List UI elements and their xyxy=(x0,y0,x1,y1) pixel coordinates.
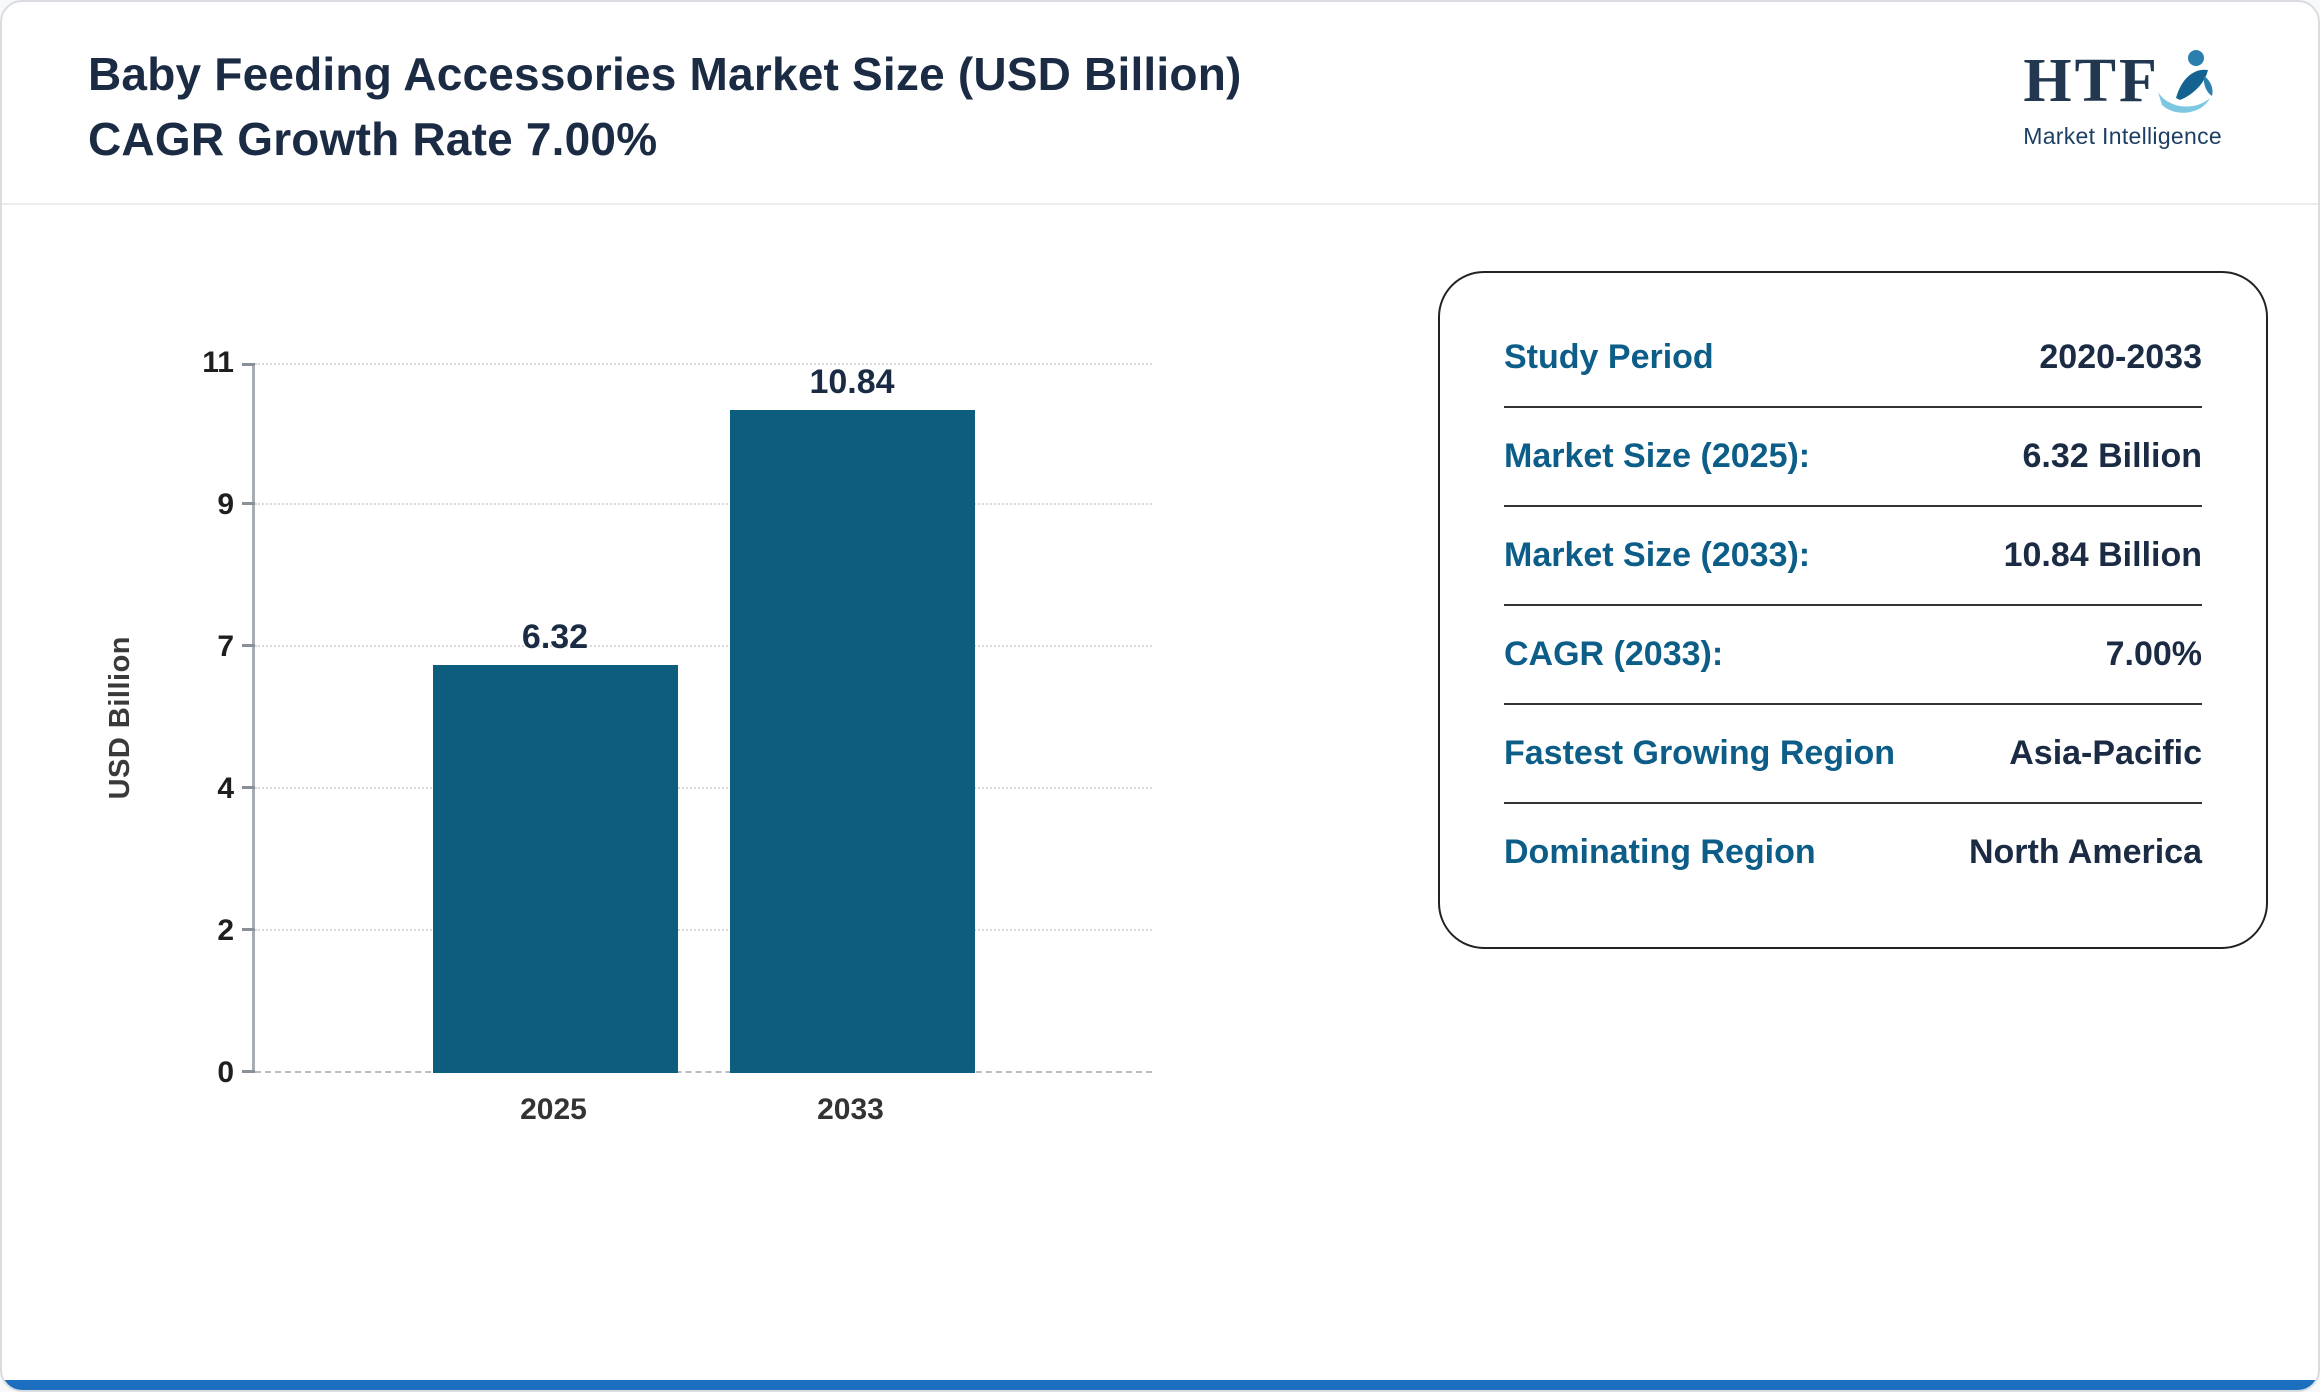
info-value: 7.00% xyxy=(2105,634,2202,673)
x-axis-labels: 2025 2033 xyxy=(252,1093,1152,1127)
gridline xyxy=(255,786,1152,789)
logo-swoosh-icon xyxy=(2148,42,2222,121)
y-axis-tickmark xyxy=(242,1069,255,1073)
info-value: 10.84 Billion xyxy=(2003,535,2202,574)
info-label: Market Size (2025): xyxy=(1504,436,1811,475)
y-axis-label: USD Billion xyxy=(103,635,136,800)
y-axis-tickmark xyxy=(242,362,255,366)
y-axis-tickmark xyxy=(242,643,255,647)
htf-logo-mark: HTF xyxy=(2023,50,2222,121)
gridline xyxy=(255,644,1152,647)
info-row-market-size-2033: Market Size (2033): 10.84 Billion xyxy=(1504,507,2202,606)
y-axis-label-column: USD Billion xyxy=(88,363,152,1073)
bar-data-label: 10.84 xyxy=(809,362,895,401)
info-label: Study Period xyxy=(1504,337,1714,376)
plot-area: 6.32 10.84 xyxy=(242,362,1152,1073)
gridline xyxy=(255,362,1152,365)
info-value: 2020-2033 xyxy=(2039,337,2202,376)
footer-accent-bar xyxy=(2,1380,2318,1390)
htf-logo-tagline: Market Intelligence xyxy=(2023,123,2222,149)
info-label: Dominating Region xyxy=(1504,832,1816,871)
y-tick-label: 9 xyxy=(217,487,234,521)
y-tick-label: 7 xyxy=(217,629,234,663)
y-axis-ticks: 0 2 4 7 9 11 xyxy=(152,346,252,1089)
info-row-cagr: CAGR (2033): 7.00% xyxy=(1504,606,2202,705)
x-tick-label: 2033 xyxy=(817,1092,884,1126)
y-axis-tickmark xyxy=(242,785,255,789)
y-tick-label: 11 xyxy=(202,345,234,379)
bars-container: 6.32 10.84 xyxy=(255,363,1152,1073)
info-row-dominating-region: Dominating Region North America xyxy=(1504,804,2202,901)
gridline xyxy=(255,928,1152,931)
x-axis-baseline xyxy=(255,1070,1152,1073)
bar-data-label: 6.32 xyxy=(521,617,589,656)
info-row-fastest-growing-region: Fastest Growing Region Asia-Pacific xyxy=(1504,705,2202,804)
htf-logo-text: HTF xyxy=(2023,47,2160,115)
bar-group-2033: 10.84 xyxy=(729,362,975,1073)
info-card: Study Period 2020-2033 Market Size (2025… xyxy=(1438,270,2268,949)
info-value: Asia-Pacific xyxy=(2009,733,2202,772)
info-label: Market Size (2033): xyxy=(1504,535,1811,574)
info-row-study-period: Study Period 2020-2033 xyxy=(1504,309,2202,408)
y-tick-label: 2 xyxy=(217,913,234,947)
y-tick-label: 4 xyxy=(217,771,234,805)
bar-chart: USD Billion 0 2 4 7 9 11 xyxy=(88,346,1158,1127)
bar-2025 xyxy=(432,664,678,1073)
bar-group-2025: 6.32 xyxy=(432,363,678,1073)
page-title: Baby Feeding Accessories Market Size (US… xyxy=(88,48,1242,166)
bar-2033 xyxy=(729,409,975,1073)
header: Baby Feeding Accessories Market Size (US… xyxy=(2,2,2318,205)
htf-logo: HTF Market Intelligence xyxy=(2023,50,2232,150)
info-row-market-size-2025: Market Size (2025): 6.32 Billion xyxy=(1504,408,2202,507)
y-axis-tickmark xyxy=(242,927,255,931)
info-label: Fastest Growing Region xyxy=(1504,733,1896,772)
info-label: CAGR (2033): xyxy=(1504,634,1724,673)
main-content: USD Billion 0 2 4 7 9 11 xyxy=(2,270,2318,1127)
gridline xyxy=(255,502,1152,505)
y-tick-label: 0 xyxy=(217,1055,234,1089)
info-value: North America xyxy=(1968,832,2202,871)
chart-row: USD Billion 0 2 4 7 9 11 xyxy=(88,346,1158,1089)
x-tick-label: 2025 xyxy=(520,1092,587,1126)
y-axis-tickmark xyxy=(242,501,255,505)
info-value: 6.32 Billion xyxy=(2022,436,2203,475)
